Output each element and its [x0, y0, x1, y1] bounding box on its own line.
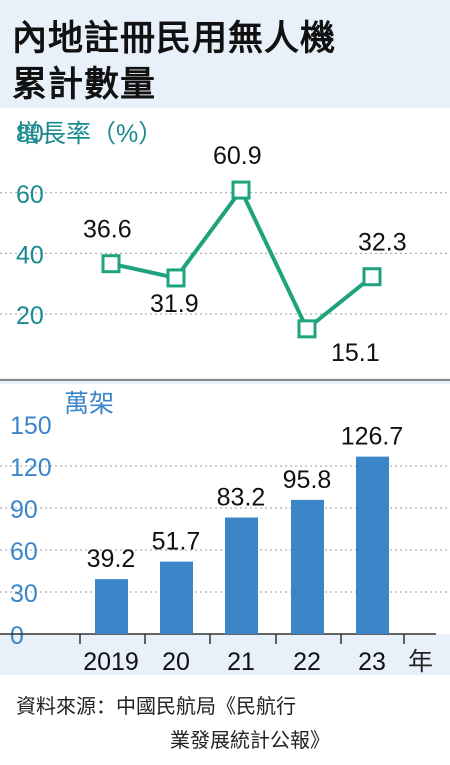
count-value-label: 126.7: [341, 423, 404, 451]
growth-point-marker: [362, 267, 382, 287]
bar-y-tick-label: 60: [10, 538, 38, 566]
x-tick-label: 21: [227, 648, 255, 676]
growth-value-label: 36.6: [83, 216, 132, 244]
growth-point-marker: [166, 268, 186, 288]
x-tick-label: 22: [293, 648, 321, 676]
growth-value-label: 60.9: [213, 142, 262, 170]
count-bar: [225, 517, 258, 634]
x-tick-label: 2019: [83, 648, 139, 676]
bar-y-tick-label: 150: [10, 412, 52, 440]
line-y-tick-label: 80: [16, 120, 44, 148]
count-bar: [291, 499, 324, 634]
x-tick-label: 20: [162, 648, 190, 676]
bar-y-tick-label: 120: [10, 454, 52, 482]
chart-svg: 20 40 60 80 0 30 60 90 120 150 36.6 31.9 60.9 15.1 3…: [0, 108, 450, 676]
count-bar: [160, 561, 193, 634]
growth-point-marker: [101, 254, 121, 274]
bar-y-label: 萬架: [64, 390, 114, 418]
line-panel-background: [0, 108, 450, 378]
x-unit-label: 年: [408, 648, 433, 676]
source-line-1: 資料來源：中國民航局《民航行: [16, 694, 296, 718]
count-value-label: 39.2: [87, 545, 136, 573]
count-value-label: 51.7: [152, 528, 201, 556]
chart-title-line-2: 累計數量: [12, 65, 157, 105]
x-tick-label: 23: [358, 648, 386, 676]
bar-y-tick-label: 90: [10, 496, 38, 524]
bar-y-tick-label: 0: [10, 622, 24, 650]
growth-point-marker: [297, 319, 317, 339]
growth-point-marker: [231, 180, 251, 200]
bar-y-tick-label: 30: [10, 580, 38, 608]
line-y-tick-label: 40: [16, 241, 44, 269]
count-value-label: 95.8: [283, 466, 332, 494]
count-bar: [95, 579, 128, 634]
source-line-2: 業發展統計公報》: [170, 728, 330, 752]
title-box: 內地註冊民用無人機 累計數量: [0, 0, 450, 108]
growth-value-label: 15.1: [331, 339, 380, 367]
growth-value-label: 31.9: [150, 290, 199, 318]
count-bar: [356, 456, 389, 634]
count-value-label: 83.2: [217, 484, 266, 512]
line-y-tick-label: 20: [16, 302, 44, 330]
line-y-tick-label: 60: [16, 181, 44, 209]
growth-value-label: 32.3: [358, 229, 407, 257]
line-y-label: 增長率（%）: [16, 120, 163, 148]
chart-title-line-1: 內地註冊民用無人機: [12, 19, 337, 59]
